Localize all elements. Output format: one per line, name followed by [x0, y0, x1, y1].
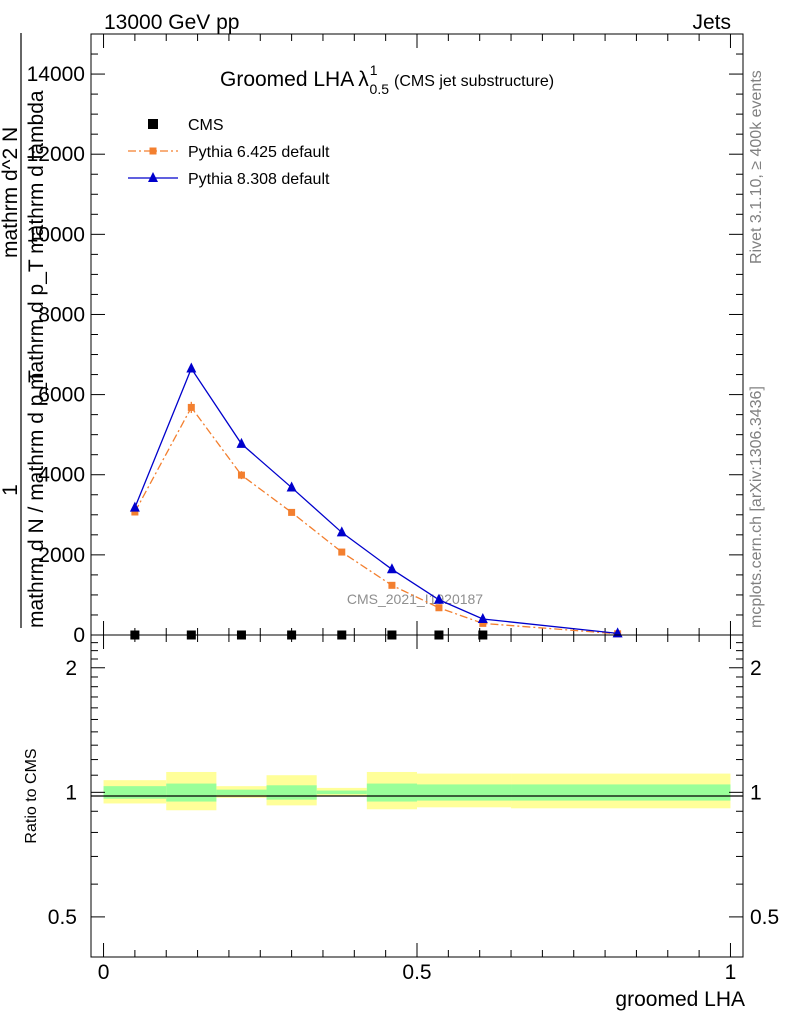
- plot-title-lambda: λ: [358, 68, 369, 91]
- ratio-y-tick-label-right: 0.5: [750, 906, 779, 929]
- plot-title: Groomed LHA λ1 0.5 (CMS jet substructure): [220, 62, 554, 97]
- ratio-band-green: [166, 783, 217, 802]
- main-y-tick-label: 0: [73, 624, 85, 647]
- series-point-2: [236, 437, 247, 448]
- series-point-1: [435, 604, 443, 612]
- x-axis-label: groomed LHA: [615, 988, 745, 1011]
- main-y-axis: 0 2000 4000 6000 8000 10000 12000 14000: [27, 53, 743, 647]
- series-point-1: [237, 471, 245, 479]
- legend-marker-2: [148, 172, 158, 182]
- ylabel-numerator2-text: mathrm d^2 N: [0, 127, 22, 258]
- ratio-y-tick-label: 0.5: [48, 906, 77, 929]
- legend-label-0: CMS: [188, 117, 224, 134]
- main-y-tick-label: 2000: [38, 544, 85, 567]
- series-point-1: [187, 403, 195, 411]
- rivet-version-label: Rivet 3.1.10, ≥ 400k events: [748, 70, 765, 264]
- ratio-band-green: [216, 789, 267, 796]
- main-y-tick-label: 10000: [27, 223, 85, 246]
- plot-title-superscript: 1: [370, 62, 378, 78]
- legend-marker-0: [148, 119, 158, 129]
- ratio-band-green: [266, 785, 317, 800]
- ylabel-denominator-text: mathrm d N / mathrm d p_T: [25, 370, 48, 628]
- ratio-y-tick-label-right: 1: [750, 781, 762, 804]
- ratio-ylabel: Ratio to CMS: [23, 748, 40, 843]
- main-y-tick-label: 14000: [27, 63, 85, 86]
- series-line-1: [134, 406, 618, 635]
- series-point-1: [479, 619, 487, 627]
- header-right-label: Jets: [692, 11, 731, 34]
- series-point-2: [477, 612, 488, 623]
- ratio-bands: [103, 771, 731, 811]
- legend-marker-1: [149, 147, 157, 155]
- series-point-1: [131, 508, 139, 516]
- main-y-tick-label: 6000: [38, 384, 85, 407]
- series-point-1: [388, 581, 396, 589]
- ratio-band-green: [511, 784, 731, 801]
- legend-label-1: Pythia 6.425 default: [188, 144, 330, 161]
- series-point-2: [286, 481, 297, 492]
- ratio-band-green: [417, 784, 512, 801]
- analysis-watermark: CMS_2021_I1920187: [347, 591, 483, 607]
- series-point-1: [288, 508, 296, 516]
- ratio-x-tick-label: 0.5: [402, 961, 431, 984]
- series-point-2: [186, 362, 197, 373]
- legend: CMS Pythia 6.425 default Pythia 8.308 defa…: [128, 117, 330, 188]
- plot-title-subscript: 0.5: [370, 81, 390, 97]
- plot-title-main: Groomed LHA: [220, 68, 354, 91]
- ratio-x-tick-label: 1: [725, 961, 737, 984]
- legend-label-2: Pythia 8.308 default: [188, 171, 330, 188]
- series-point-2: [336, 526, 347, 537]
- ratio-band-green: [316, 790, 367, 795]
- ylabel-fraction-one: 1: [0, 484, 22, 496]
- ylabel-denominator2-text: mathrm d p_T mathrm d lambda: [25, 90, 48, 390]
- ratio-band-green: [366, 783, 417, 802]
- ratio-y-axis: 0.5 0.5 1 1 2 2: [48, 642, 779, 929]
- series-point-1: [338, 548, 346, 556]
- main-y-tick-label: 8000: [38, 303, 85, 326]
- series-point-2: [129, 501, 140, 512]
- ratio-y-tick-label: 2: [65, 657, 77, 680]
- series-point-2: [433, 593, 444, 604]
- ratio-y-tick-label-right: 2: [750, 657, 762, 680]
- ratio-y-tick-label: 1: [65, 781, 77, 804]
- main-y-tick-label: 12000: [27, 143, 85, 166]
- ratio-x-tick-label: 0: [98, 961, 110, 984]
- plot-title-suffix: (CMS jet substructure): [394, 73, 554, 90]
- ratio-band-green: [103, 786, 167, 799]
- main-y-tick-label: 4000: [38, 464, 85, 487]
- header-left-label: 13000 GeV pp: [104, 11, 239, 34]
- ratio-x-axis: 0 0.5 1: [98, 635, 737, 984]
- series-point-2: [386, 563, 397, 574]
- mcplots-reference-label: mcplots.cern.ch [arXiv:1306.3436]: [748, 386, 765, 628]
